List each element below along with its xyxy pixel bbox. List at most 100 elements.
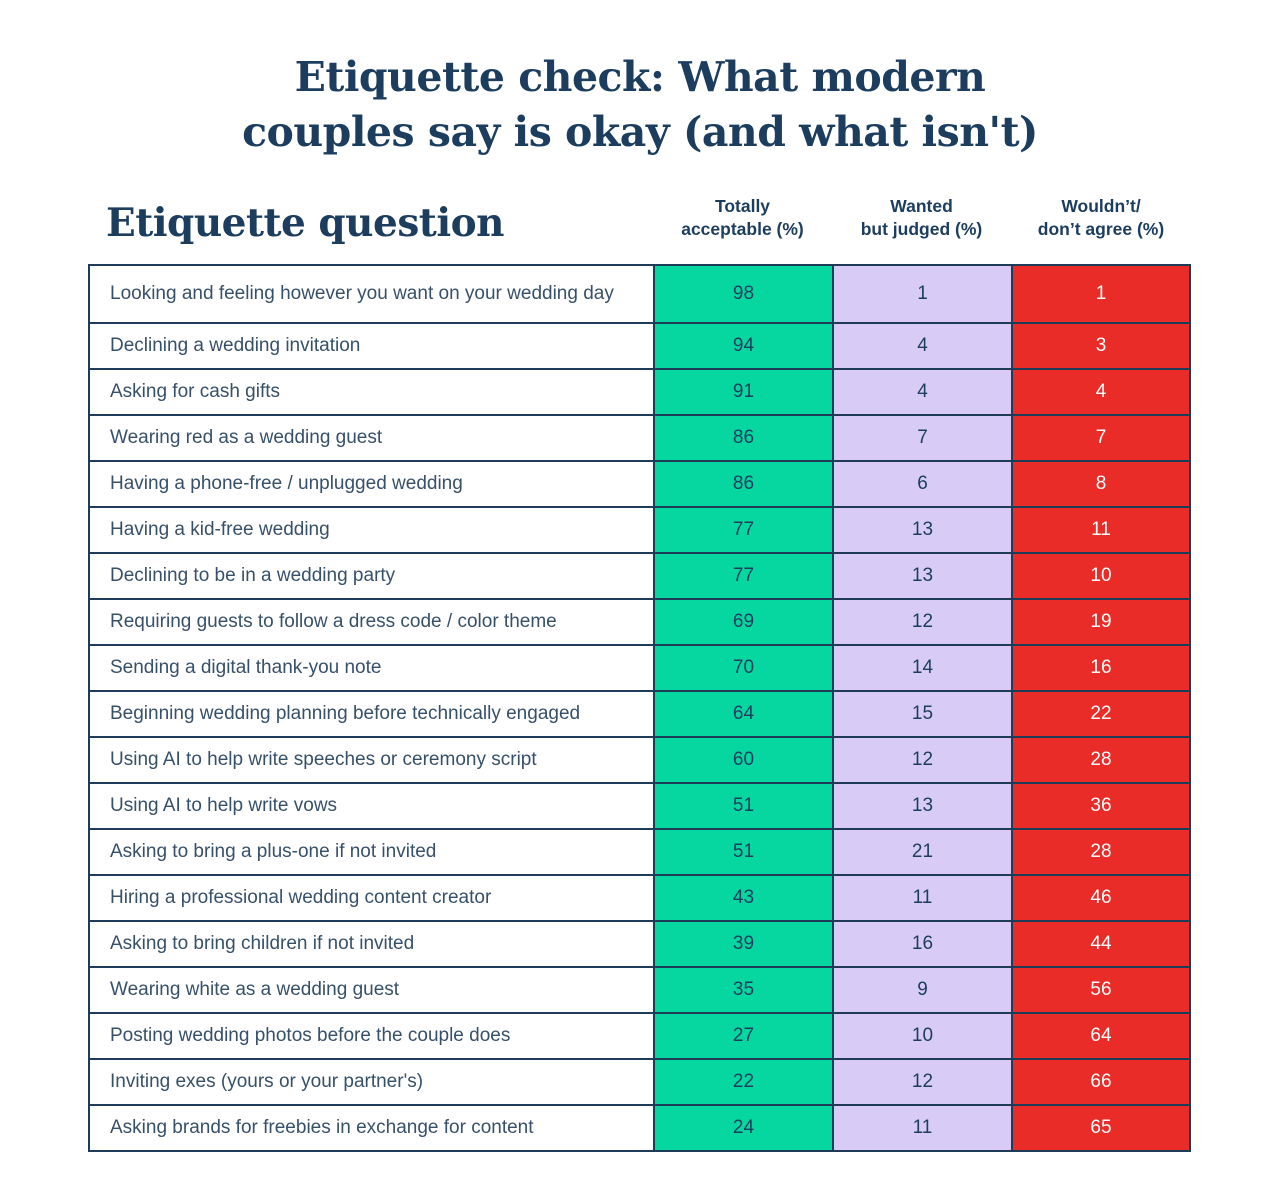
table-row: Having a phone-free / unplugged wedding … bbox=[90, 459, 1189, 506]
table-row: Having a kid-free wedding 77 13 11 bbox=[90, 505, 1189, 552]
question-cell: Inviting exes (yours or your partner's) bbox=[90, 1059, 653, 1104]
wouldnt-agree-cell: 3 bbox=[1011, 323, 1189, 368]
question-cell: Wearing white as a wedding guest bbox=[90, 967, 653, 1012]
totally-acceptable-cell: 51 bbox=[653, 829, 832, 874]
question-cell: Beginning wedding planning before techni… bbox=[90, 691, 653, 736]
totally-acceptable-cell: 64 bbox=[653, 691, 832, 736]
wanted-but-judged-cell: 16 bbox=[832, 921, 1011, 966]
table-row: Asking for cash gifts 91 4 4 bbox=[90, 367, 1189, 414]
totally-acceptable-cell: 60 bbox=[653, 737, 832, 782]
wouldnt-agree-cell: 8 bbox=[1011, 461, 1189, 506]
question-cell: Declining to be in a wedding party bbox=[90, 553, 653, 598]
wanted-but-judged-cell: 7 bbox=[832, 415, 1011, 460]
wanted-but-judged-cell: 9 bbox=[832, 967, 1011, 1012]
table-row: Asking brands for freebies in exchange f… bbox=[90, 1103, 1189, 1150]
wanted-but-judged-cell: 11 bbox=[832, 875, 1011, 920]
col-header-wanted-but-judged: Wanted but judged (%) bbox=[860, 196, 983, 239]
totally-acceptable-cell: 94 bbox=[653, 323, 832, 368]
wouldnt-agree-cell: 28 bbox=[1011, 737, 1189, 782]
totally-acceptable-cell: 86 bbox=[653, 415, 832, 460]
totally-acceptable-cell: 77 bbox=[653, 507, 832, 552]
wouldnt-agree-cell: 66 bbox=[1011, 1059, 1189, 1104]
totally-acceptable-cell: 43 bbox=[653, 875, 832, 920]
wanted-but-judged-cell: 12 bbox=[832, 599, 1011, 644]
question-cell: Asking brands for freebies in exchange f… bbox=[90, 1105, 653, 1150]
wouldnt-agree-cell: 16 bbox=[1011, 645, 1189, 690]
table-row: Inviting exes (yours or your partner's) … bbox=[90, 1057, 1189, 1104]
wouldnt-agree-cell: 22 bbox=[1011, 691, 1189, 736]
wanted-but-judged-cell: 12 bbox=[832, 737, 1011, 782]
table-row: Using AI to help write speeches or cerem… bbox=[90, 735, 1189, 782]
wouldnt-agree-cell: 28 bbox=[1011, 829, 1189, 874]
question-cell: Posting wedding photos before the couple… bbox=[90, 1013, 653, 1058]
wanted-but-judged-cell: 21 bbox=[832, 829, 1011, 874]
question-cell: Asking for cash gifts bbox=[90, 369, 653, 414]
wouldnt-agree-cell: 4 bbox=[1011, 369, 1189, 414]
table-row: Declining a wedding invitation 94 4 3 bbox=[90, 321, 1189, 368]
wouldnt-agree-cell: 44 bbox=[1011, 921, 1189, 966]
table-header: Etiquette question Totally acceptable (%… bbox=[88, 195, 1191, 244]
question-cell: Using AI to help write speeches or cerem… bbox=[90, 737, 653, 782]
table-row: Using AI to help write vows 51 13 36 bbox=[90, 781, 1189, 828]
question-cell: Looking and feeling however you want on … bbox=[90, 265, 653, 322]
question-cell: Having a kid-free wedding bbox=[90, 507, 653, 552]
title-line-2: couples say is okay (and what isn't) bbox=[242, 107, 1038, 156]
totally-acceptable-cell: 22 bbox=[653, 1059, 832, 1104]
col-header-wouldnt-agree: Wouldn’t/ don’t agree (%) bbox=[1037, 196, 1165, 239]
wanted-but-judged-cell: 14 bbox=[832, 645, 1011, 690]
wanted-but-judged-cell: 10 bbox=[832, 1013, 1011, 1058]
wouldnt-agree-cell: 11 bbox=[1011, 507, 1189, 552]
wouldnt-agree-cell: 19 bbox=[1011, 599, 1189, 644]
question-cell: Asking to bring children if not invited bbox=[90, 921, 653, 966]
wanted-but-judged-cell: 13 bbox=[832, 507, 1011, 552]
wouldnt-agree-cell: 36 bbox=[1011, 783, 1189, 828]
totally-acceptable-cell: 91 bbox=[653, 369, 832, 414]
question-cell: Sending a digital thank-you note bbox=[90, 645, 653, 690]
page-title: Etiquette check: What modern couples say… bbox=[0, 0, 1280, 159]
table-row: Posting wedding photos before the couple… bbox=[90, 1011, 1189, 1058]
question-cell: Asking to bring a plus-one if not invite… bbox=[90, 829, 653, 874]
wanted-but-judged-cell: 15 bbox=[832, 691, 1011, 736]
wanted-but-judged-cell: 13 bbox=[832, 553, 1011, 598]
question-cell: Hiring a professional wedding content cr… bbox=[90, 875, 653, 920]
question-cell: Declining a wedding invitation bbox=[90, 323, 653, 368]
table-row: Requiring guests to follow a dress code … bbox=[90, 597, 1189, 644]
totally-acceptable-cell: 69 bbox=[653, 599, 832, 644]
table-row: Asking to bring children if not invited … bbox=[90, 919, 1189, 966]
wanted-but-judged-cell: 13 bbox=[832, 783, 1011, 828]
totally-acceptable-cell: 35 bbox=[653, 967, 832, 1012]
table-row: Sending a digital thank-you note 70 14 1… bbox=[90, 643, 1189, 690]
table-row: Wearing red as a wedding guest 86 7 7 bbox=[90, 413, 1189, 460]
totally-acceptable-cell: 39 bbox=[653, 921, 832, 966]
table-row: Wearing white as a wedding guest 35 9 56 bbox=[90, 965, 1189, 1012]
wanted-but-judged-cell: 12 bbox=[832, 1059, 1011, 1104]
table-row: Hiring a professional wedding content cr… bbox=[90, 873, 1189, 920]
wanted-but-judged-cell: 4 bbox=[832, 323, 1011, 368]
wanted-but-judged-cell: 4 bbox=[832, 369, 1011, 414]
question-cell: Wearing red as a wedding guest bbox=[90, 415, 653, 460]
title-line-1: Etiquette check: What modern bbox=[294, 53, 986, 101]
totally-acceptable-cell: 98 bbox=[653, 265, 832, 322]
wouldnt-agree-cell: 65 bbox=[1011, 1105, 1189, 1150]
question-cell: Requiring guests to follow a dress code … bbox=[90, 599, 653, 644]
wouldnt-agree-cell: 64 bbox=[1011, 1013, 1189, 1058]
totally-acceptable-cell: 27 bbox=[653, 1013, 832, 1058]
wouldnt-agree-cell: 10 bbox=[1011, 553, 1189, 598]
wouldnt-agree-cell: 1 bbox=[1011, 265, 1189, 322]
table-row: Declining to be in a wedding party 77 13… bbox=[90, 551, 1189, 598]
col-header-totally-acceptable: Totally acceptable (%) bbox=[681, 196, 804, 239]
table-row: Asking to bring a plus-one if not invite… bbox=[90, 827, 1189, 874]
wouldnt-agree-cell: 46 bbox=[1011, 875, 1189, 920]
table-row: Looking and feeling however you want on … bbox=[90, 265, 1189, 322]
totally-acceptable-cell: 24 bbox=[653, 1105, 832, 1150]
wouldnt-agree-cell: 56 bbox=[1011, 967, 1189, 1012]
wanted-but-judged-cell: 11 bbox=[832, 1105, 1011, 1150]
etiquette-table: Looking and feeling however you want on … bbox=[88, 263, 1191, 1152]
wouldnt-agree-cell: 7 bbox=[1011, 415, 1189, 460]
question-column-header: Etiquette question bbox=[106, 199, 505, 246]
question-cell: Using AI to help write vows bbox=[90, 783, 653, 828]
wanted-but-judged-cell: 6 bbox=[832, 461, 1011, 506]
question-cell: Having a phone-free / unplugged wedding bbox=[90, 461, 653, 506]
wanted-but-judged-cell: 1 bbox=[832, 265, 1011, 322]
totally-acceptable-cell: 77 bbox=[653, 553, 832, 598]
